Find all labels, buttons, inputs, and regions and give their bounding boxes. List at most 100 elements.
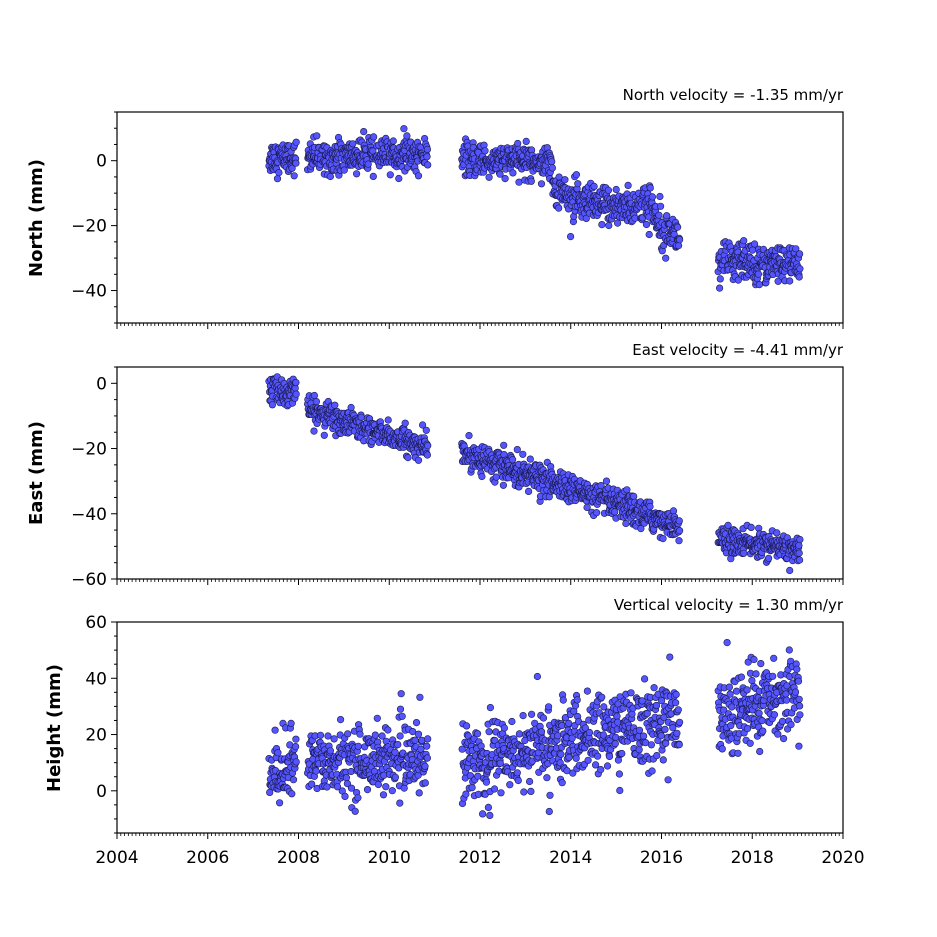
data-point bbox=[726, 690, 734, 698]
y-tick-label: −40 bbox=[71, 505, 107, 525]
data-point bbox=[545, 807, 553, 816]
data-point bbox=[391, 773, 400, 781]
data-point bbox=[287, 719, 295, 728]
y-tick-label: 0 bbox=[96, 782, 107, 802]
data-point bbox=[514, 776, 522, 785]
data-point bbox=[663, 212, 671, 220]
data-point bbox=[508, 456, 517, 464]
data-point bbox=[349, 140, 357, 148]
data-point bbox=[506, 781, 514, 789]
data-point bbox=[404, 454, 412, 462]
data-point bbox=[520, 788, 528, 796]
data-point bbox=[423, 451, 432, 459]
data-point bbox=[548, 158, 556, 166]
data-point bbox=[288, 790, 296, 798]
east-x-ticks bbox=[116, 579, 844, 585]
data-point bbox=[778, 717, 787, 726]
height-plot-frame bbox=[116, 621, 844, 834]
data-point bbox=[275, 169, 283, 177]
data-point bbox=[414, 172, 423, 180]
data-point bbox=[648, 767, 656, 775]
data-point bbox=[590, 182, 598, 190]
data-point bbox=[473, 730, 482, 738]
data-point bbox=[490, 785, 499, 793]
data-point bbox=[623, 486, 631, 494]
data-point bbox=[330, 735, 338, 743]
data-point bbox=[612, 185, 620, 194]
data-point bbox=[522, 137, 530, 145]
data-point bbox=[645, 230, 653, 239]
data-point bbox=[543, 774, 551, 782]
data-point bbox=[568, 734, 576, 742]
data-point bbox=[752, 670, 760, 678]
data-point bbox=[774, 730, 782, 738]
height-velocity-title: Vertical velocity = 1.30 mm/yr bbox=[614, 596, 844, 614]
data-point bbox=[509, 169, 517, 177]
data-point bbox=[796, 711, 804, 719]
data-point bbox=[592, 509, 601, 517]
data-point bbox=[796, 535, 804, 544]
data-point bbox=[583, 687, 592, 695]
data-point bbox=[555, 204, 563, 212]
data-point bbox=[747, 523, 755, 532]
y-tick-label: −60 bbox=[71, 570, 107, 590]
data-point bbox=[655, 211, 663, 219]
data-point bbox=[794, 677, 803, 685]
data-point bbox=[323, 783, 331, 791]
data-point bbox=[395, 174, 403, 183]
data-point bbox=[786, 277, 794, 285]
height-points bbox=[265, 638, 804, 820]
data-point bbox=[400, 784, 408, 792]
data-point bbox=[572, 754, 580, 762]
data-point bbox=[324, 732, 332, 740]
data-point bbox=[276, 799, 284, 807]
data-point bbox=[748, 676, 756, 685]
data-point bbox=[292, 758, 300, 766]
data-point bbox=[734, 276, 742, 284]
data-point bbox=[423, 754, 432, 762]
data-point bbox=[646, 502, 654, 511]
data-point bbox=[386, 171, 394, 179]
data-point bbox=[496, 759, 504, 767]
data-point bbox=[271, 726, 279, 734]
data-point bbox=[796, 265, 804, 273]
data-point bbox=[611, 739, 619, 748]
data-point bbox=[424, 161, 432, 169]
data-point bbox=[674, 242, 683, 250]
data-point bbox=[486, 811, 494, 820]
x-tick-label: 2018 bbox=[731, 848, 774, 868]
data-point bbox=[316, 731, 325, 739]
data-point bbox=[671, 699, 680, 707]
data-point bbox=[396, 799, 404, 807]
data-point bbox=[396, 705, 405, 713]
data-point bbox=[384, 416, 392, 424]
east-points bbox=[265, 373, 804, 575]
data-point bbox=[462, 790, 470, 798]
data-point bbox=[423, 742, 431, 750]
data-point bbox=[478, 472, 486, 481]
data-point bbox=[618, 749, 626, 758]
data-point bbox=[320, 431, 328, 439]
north-panel: North velocity = -1.35 mm/yr 0 −20 −40 Nor… bbox=[26, 86, 844, 329]
data-point bbox=[603, 762, 612, 770]
data-point bbox=[756, 747, 764, 756]
x-tick-label: 2008 bbox=[277, 848, 320, 868]
data-point bbox=[635, 746, 643, 754]
data-point bbox=[486, 703, 495, 712]
height-y-ticks: 0 20 40 60 bbox=[85, 613, 117, 834]
data-point bbox=[624, 181, 632, 189]
data-point bbox=[769, 672, 777, 680]
data-point bbox=[661, 725, 669, 734]
data-point bbox=[481, 147, 489, 155]
data-point bbox=[787, 720, 795, 729]
data-point bbox=[675, 740, 683, 749]
data-point bbox=[465, 432, 473, 440]
data-point bbox=[672, 690, 680, 699]
data-point bbox=[675, 537, 683, 545]
data-point bbox=[770, 654, 778, 662]
data-point bbox=[421, 762, 429, 770]
data-point bbox=[292, 742, 300, 751]
data-point bbox=[414, 730, 423, 738]
data-point bbox=[414, 456, 423, 464]
data-point bbox=[605, 221, 613, 230]
